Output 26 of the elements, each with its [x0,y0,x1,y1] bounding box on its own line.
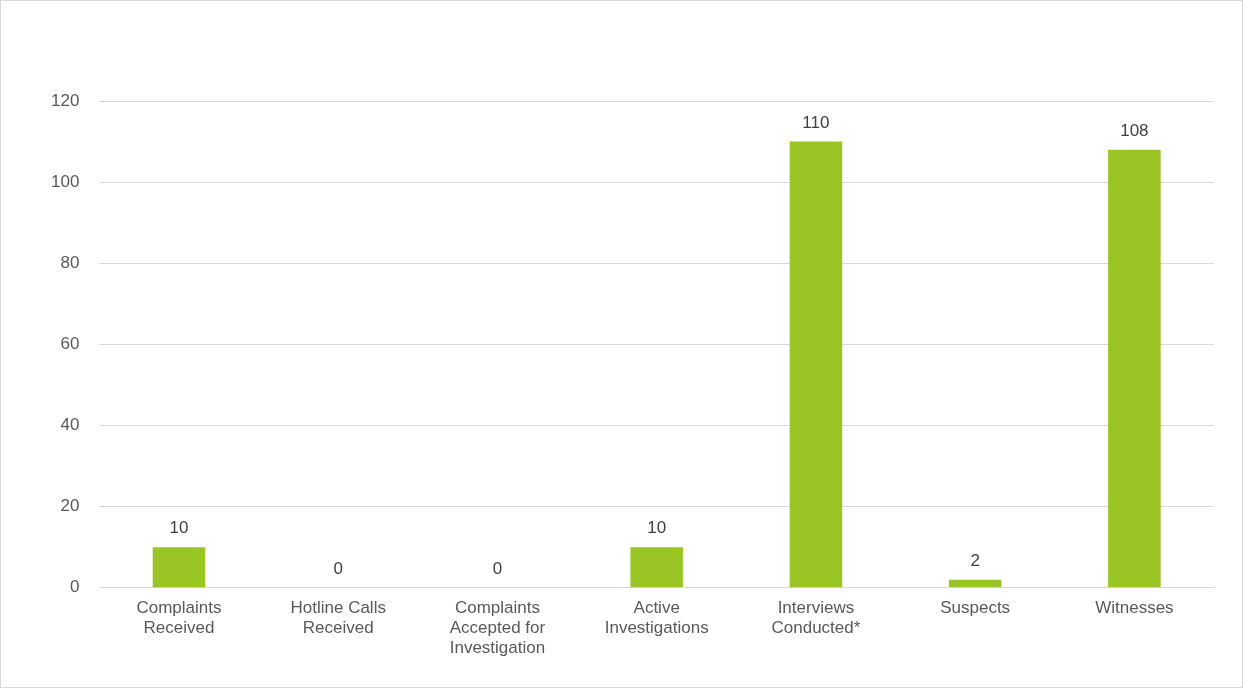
y-tick-label: 20 [60,496,80,516]
y-tick-label: 120 [50,90,80,110]
data-label: 0 [333,558,343,578]
x-tick-label: Witnesses [1095,597,1174,617]
y-tick-label: 40 [60,415,80,435]
x-tick-label: Complaints Received [136,597,222,638]
bar [948,579,1002,588]
bar [1108,149,1161,588]
data-label: 2 [970,550,980,570]
x-tick-label: Complaints Accepted for Investigation [449,597,546,658]
x-tick-label: Suspects [940,597,1011,617]
bar [152,547,206,588]
x-tick-label: Interviews Conducted* [771,597,861,638]
bar [789,141,843,588]
x-tick-label: Hotline Calls Received [290,597,386,638]
y-tick-label: 80 [60,252,80,272]
data-label: 10 [169,518,189,538]
data-label: 10 [647,518,667,538]
y-tick-label: 100 [50,171,80,191]
data-label: 0 [492,558,503,578]
y-tick-label: 60 [60,334,80,354]
y-tick-label: 0 [69,577,80,597]
data-label: 108 [1120,120,1149,140]
bar [630,547,683,588]
x-tick-label: Active Investigations [604,597,709,638]
data-label: 110 [802,112,830,132]
